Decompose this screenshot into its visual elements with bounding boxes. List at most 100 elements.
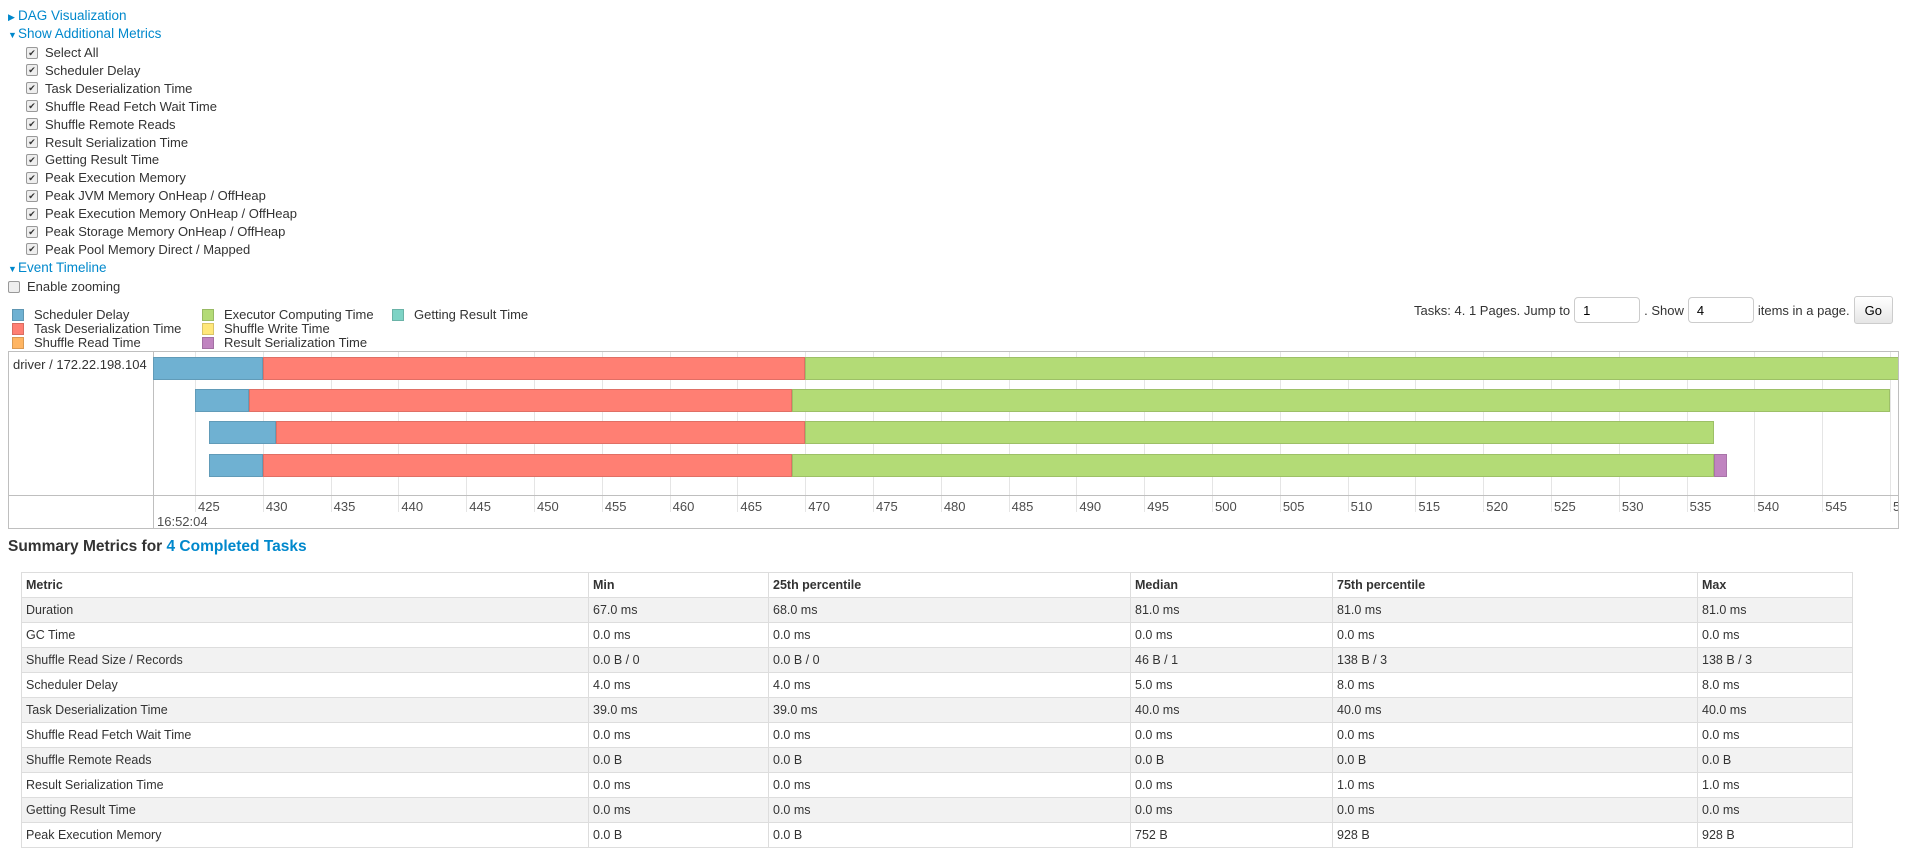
summary-title: Summary Metrics for 4 Completed Tasks xyxy=(8,538,307,556)
task-segment[interactable] xyxy=(208,421,277,444)
enable-zooming-checkbox[interactable]: Enable zooming xyxy=(8,279,120,294)
table-cell: 67.0 ms xyxy=(588,597,769,623)
task-segment[interactable] xyxy=(262,357,806,380)
table-header-row: Metric Min 25th percentile Median 75th perce… xyxy=(21,572,1853,598)
axis-tick-label: 545 xyxy=(1825,499,1847,514)
legend-swatch xyxy=(392,308,404,321)
checkbox-label: Select All xyxy=(45,45,99,60)
axis-date-label: 16:52:04 xyxy=(157,514,208,529)
event-timeline-toggle[interactable]: ▼Event Timeline xyxy=(8,260,107,275)
metric-checkbox[interactable]: ✔ Shuffle Remote Reads xyxy=(26,117,176,132)
metric-checkbox[interactable]: ✔ Scheduler Delay xyxy=(26,63,140,78)
checkbox[interactable]: ✔ xyxy=(26,136,38,148)
legend-swatch xyxy=(202,308,214,321)
checkbox[interactable]: ✔ xyxy=(26,82,38,95)
checkbox[interactable]: ✔ xyxy=(26,189,38,202)
table-cell: 0.0 B xyxy=(1697,747,1853,773)
metric-checkbox[interactable]: ✔ Result Serialization Time xyxy=(26,135,188,150)
legend-item: Executor Computing Time xyxy=(202,307,374,322)
checkbox[interactable]: ✔ xyxy=(26,225,38,238)
checkbox[interactable]: ✔ xyxy=(26,171,38,184)
table-row: Shuffle Read Size / Records 0.0 B / 0 0.0 … xyxy=(21,647,1853,673)
table-cell: 40.0 ms xyxy=(1130,697,1333,723)
column-header[interactable]: Median xyxy=(1130,572,1333,598)
task-segment[interactable] xyxy=(262,454,792,477)
legend-swatch xyxy=(202,336,214,349)
table-cell: 40.0 ms xyxy=(1332,697,1698,723)
table-row: Getting Result Time 0.0 ms 0.0 ms 0.0 ms 0.0… xyxy=(21,797,1853,823)
table-cell: 81.0 ms xyxy=(1697,597,1853,623)
metric-checkbox[interactable]: ✔ Peak Storage Memory OnHeap / OffHeap xyxy=(26,224,285,239)
axis-tick-label: 525 xyxy=(1554,499,1576,514)
checkbox-label: Peak Execution Memory OnHeap / OffHeap xyxy=(45,206,297,222)
checkbox[interactable]: ✔ xyxy=(26,46,38,59)
task-segment[interactable] xyxy=(805,357,1898,380)
metric-checkbox[interactable]: ✔ Select All xyxy=(26,45,98,60)
caret-down-icon: ▼ xyxy=(8,264,17,274)
column-header[interactable]: 75th percentile xyxy=(1332,572,1698,598)
checkbox-label: Enable zooming xyxy=(27,279,121,294)
column-header[interactable]: 25th percentile xyxy=(768,572,1131,598)
metric-checkbox[interactable]: ✔ Peak JVM Memory OnHeap / OffHeap xyxy=(26,188,266,203)
task-segment[interactable] xyxy=(1713,454,1728,477)
axis-tick-label: 430 xyxy=(265,499,288,514)
table-cell: 138 B / 3 xyxy=(1332,647,1698,673)
additional-metrics-toggle[interactable]: ▼Show Additional Metrics xyxy=(8,26,161,41)
toggle-label: Event Timeline xyxy=(18,260,107,275)
event-timeline: driver / 172.22.198.104 425 430 435 440 445 4… xyxy=(8,351,1899,529)
metric-checkbox[interactable]: ✔ Peak Execution Memory xyxy=(26,170,186,185)
metric-checkbox[interactable]: ✔ Peak Execution Memory OnHeap / OffHeap xyxy=(26,206,297,221)
timeline-group-labels: driver / 172.22.198.104 xyxy=(9,352,154,528)
legend-label: Executor Computing Time xyxy=(224,307,374,322)
table-cell: GC Time xyxy=(21,622,589,648)
column-header[interactable]: Metric xyxy=(21,572,589,598)
checkbox[interactable]: ✔ xyxy=(26,118,38,131)
task-segment[interactable] xyxy=(153,357,263,380)
task-segment[interactable] xyxy=(208,454,263,477)
axis-tick-label: 505 xyxy=(1282,499,1305,514)
task-segment[interactable] xyxy=(791,454,1714,477)
dag-visualization-toggle[interactable]: ▶ DAG Visualization xyxy=(8,8,127,23)
checkbox[interactable] xyxy=(8,280,20,293)
checkbox[interactable]: ✔ xyxy=(26,64,38,77)
checkbox[interactable]: ✔ xyxy=(26,243,38,256)
task-segment[interactable] xyxy=(805,421,1714,444)
task-segment[interactable] xyxy=(276,421,806,444)
table-cell: Task Deserialization Time xyxy=(21,697,589,723)
metric-checkbox[interactable]: ✔ Getting Result Time xyxy=(26,152,159,167)
table-cell: 0.0 B xyxy=(588,822,769,848)
column-header[interactable]: Max xyxy=(1697,572,1853,598)
task-segment[interactable] xyxy=(249,389,792,412)
pager-text: Tasks: 4. 1 Pages. Jump to xyxy=(1414,302,1571,318)
legend-item: Task Deserialization Time xyxy=(12,321,181,336)
checkbox[interactable]: ✔ xyxy=(26,100,38,113)
axis-tick-label: 425 xyxy=(198,499,220,514)
task-segment[interactable] xyxy=(195,389,250,412)
table-cell: 0.0 ms xyxy=(1130,622,1333,648)
caret-right-icon: ▶ xyxy=(8,12,15,22)
table-cell: Duration xyxy=(21,597,589,623)
metric-checkbox[interactable]: ✔ Shuffle Read Fetch Wait Time xyxy=(26,99,217,114)
table-row: Task Deserialization Time 39.0 ms 39.0 ms 4… xyxy=(21,697,1853,723)
legend-item: Shuffle Read Time xyxy=(12,335,141,350)
completed-tasks-link[interactable]: 4 Completed Tasks xyxy=(166,538,307,555)
checkbox-label: Peak JVM Memory OnHeap / OffHeap xyxy=(45,188,266,204)
page-jump-input[interactable] xyxy=(1574,297,1641,323)
column-header[interactable]: Min xyxy=(588,572,769,598)
table-cell: 0.0 ms xyxy=(1697,722,1853,748)
checkbox-label: Getting Result Time xyxy=(45,152,160,168)
checkbox[interactable]: ✔ xyxy=(26,153,38,166)
axis-tick-label: 5 xyxy=(1893,499,1898,514)
table-cell: 0.0 ms xyxy=(768,622,1131,648)
table-row: Shuffle Read Fetch Wait Time 0.0 ms 0.0 ms… xyxy=(21,722,1853,748)
page-size-input[interactable] xyxy=(1687,297,1754,323)
table-cell: 4.0 ms xyxy=(588,672,769,698)
metric-checkbox[interactable]: ✔ Peak Pool Memory Direct / Mapped xyxy=(26,242,250,257)
table-cell: 0.0 B xyxy=(768,822,1131,848)
checkbox[interactable]: ✔ xyxy=(26,207,38,220)
metric-checkbox[interactable]: ✔ Task Deserialization Time xyxy=(26,81,192,96)
table-cell: 0.0 ms xyxy=(588,772,769,798)
table-cell: 138 B / 3 xyxy=(1697,647,1853,673)
task-segment[interactable] xyxy=(791,389,1891,412)
go-button[interactable]: Go xyxy=(1853,296,1893,324)
